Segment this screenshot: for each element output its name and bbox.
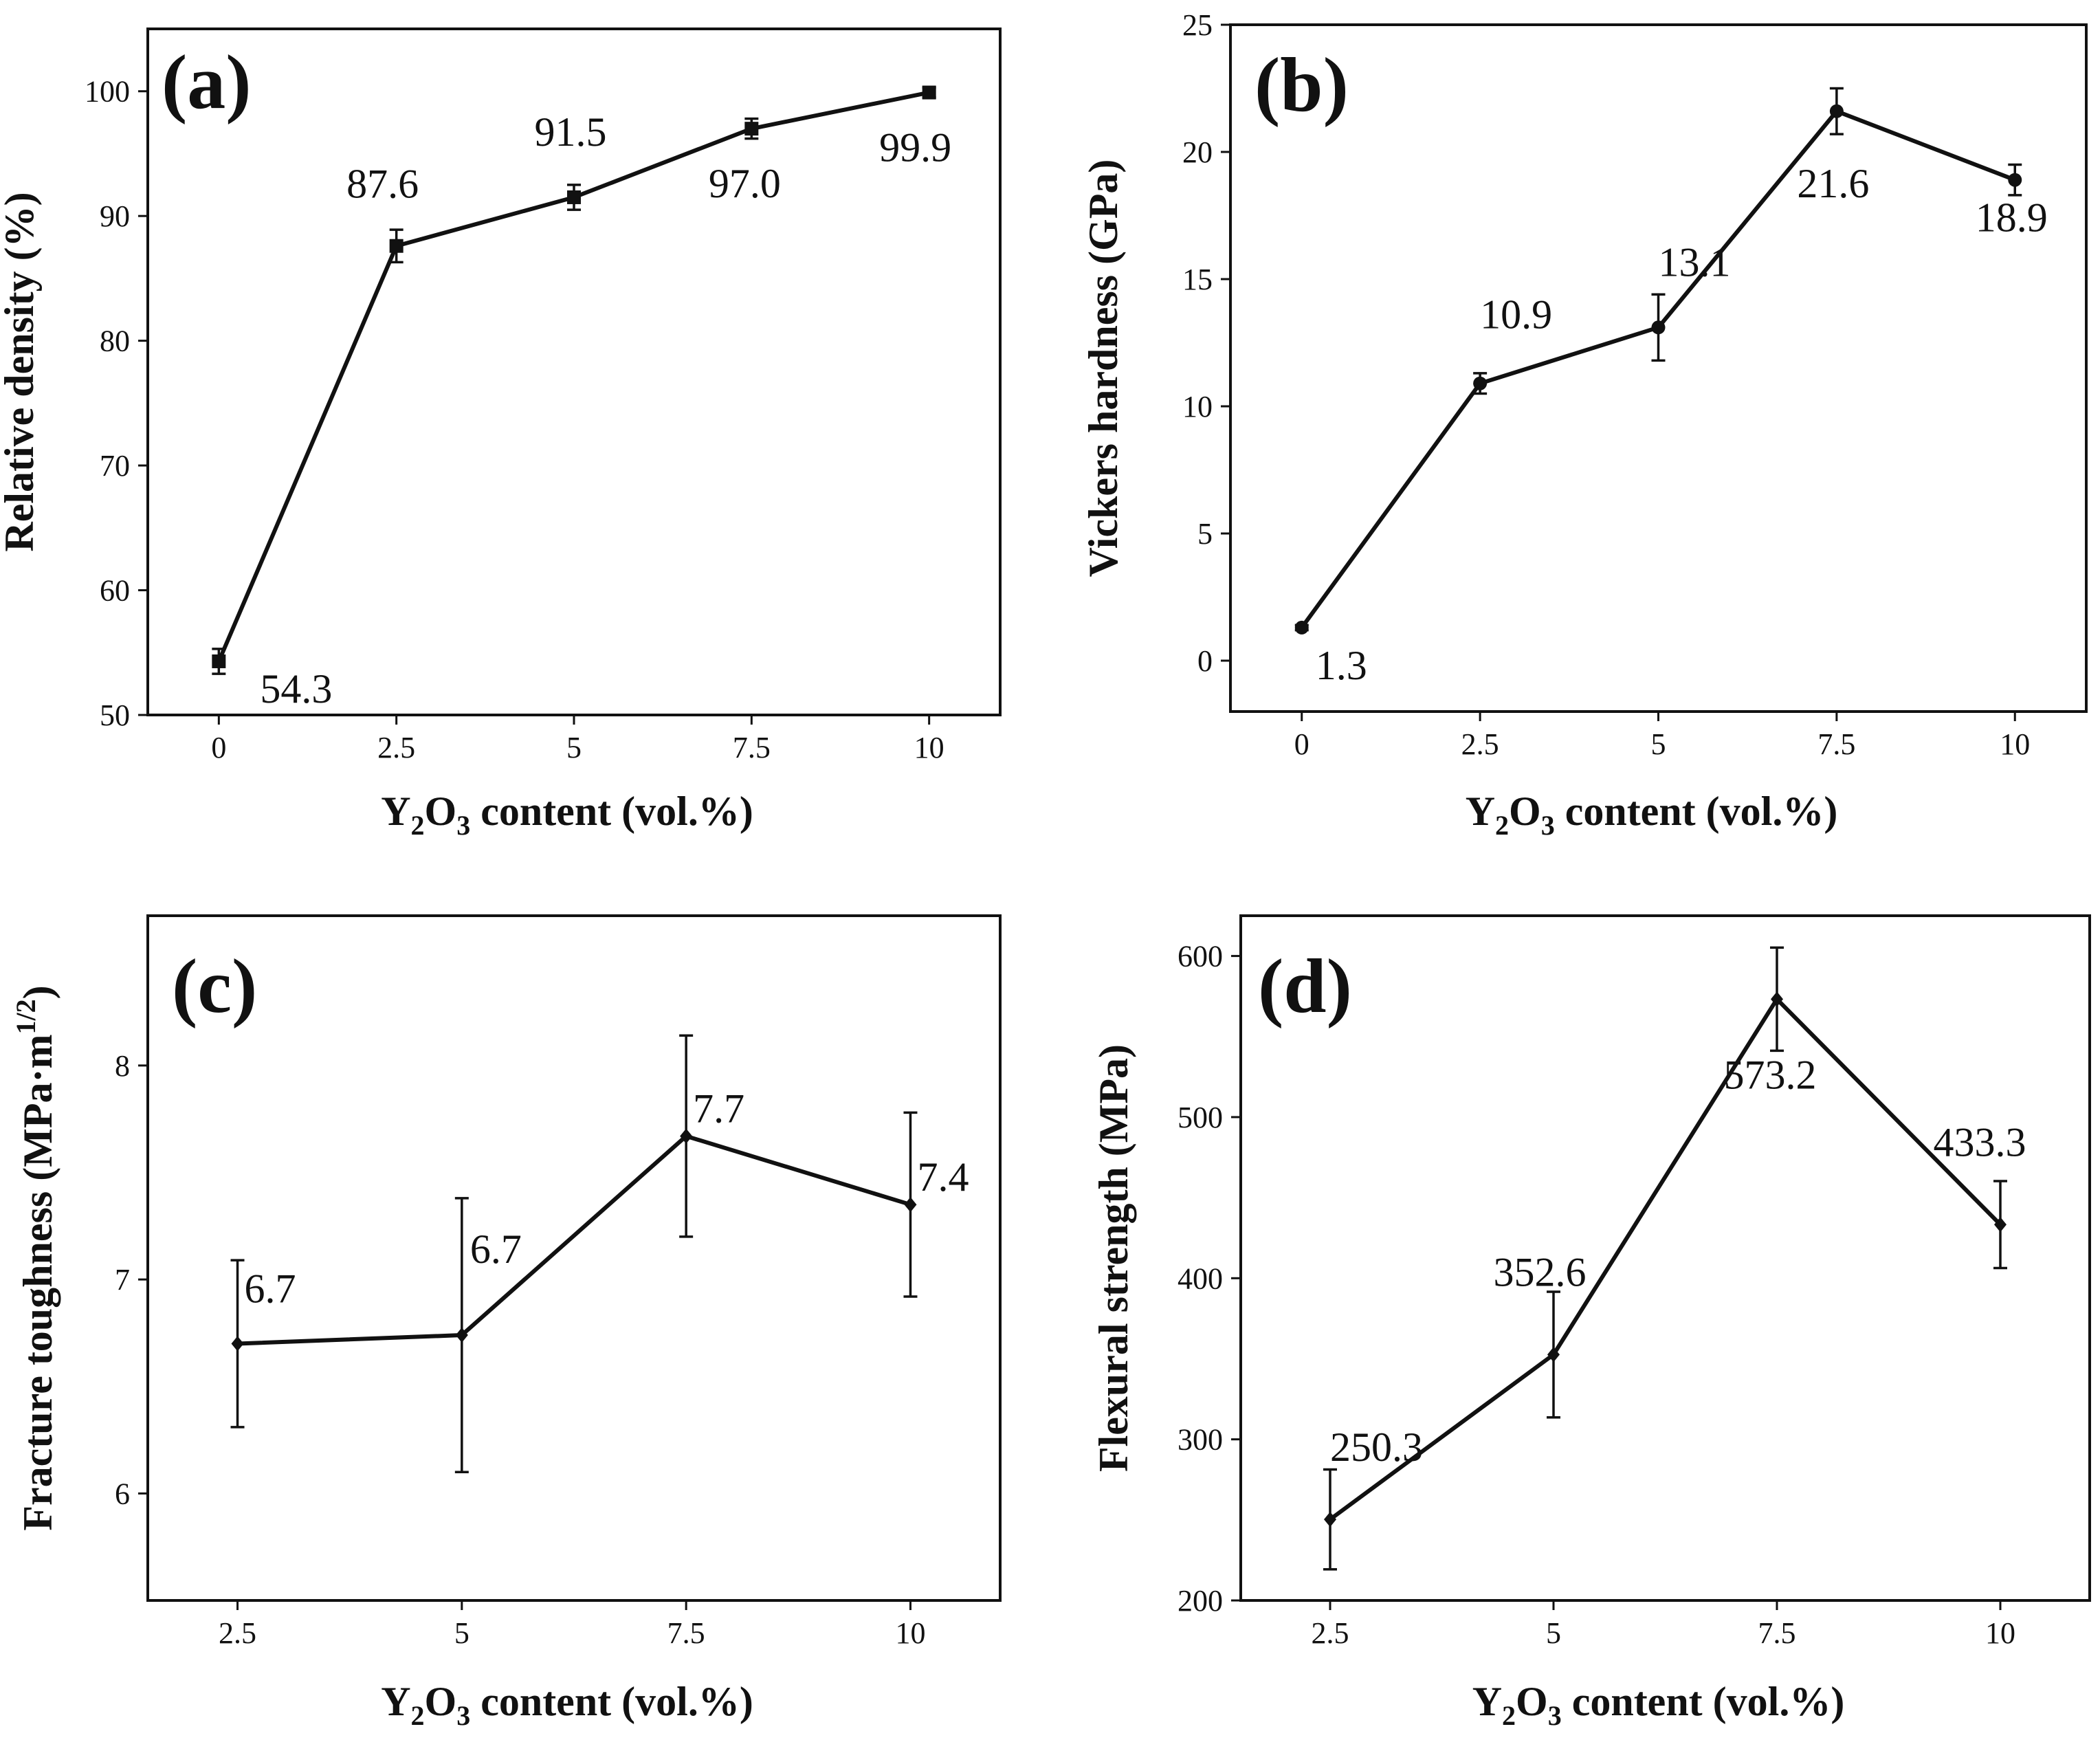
data-point [922, 85, 936, 100]
data-label: 573.2 [1724, 1052, 1817, 1097]
data-label: 18.9 [1976, 195, 2048, 241]
data-point [212, 654, 226, 668]
panel-label: (b) [1255, 43, 1349, 128]
x-tick-label: 5 [1651, 727, 1666, 761]
data-point [2008, 173, 2022, 187]
series-line [1329, 997, 2002, 1521]
y-tick-label: 70 [100, 449, 130, 483]
x-axis-title: Y2O3 content (vol.%) [381, 1679, 753, 1731]
plot-frame [1239, 914, 2091, 1602]
x-tick-label: 10 [2000, 727, 2030, 761]
data-point [904, 1197, 917, 1213]
data-point [455, 1328, 468, 1343]
data-label: 97.0 [709, 161, 781, 206]
data-label: 91.5 [535, 109, 607, 155]
y-tick-label: 8 [115, 1049, 130, 1083]
y-tick-label: 80 [100, 324, 130, 358]
data-label: 7.4 [917, 1154, 969, 1200]
x-axis-title: Y2O3 content (vol.%) [1472, 1679, 1845, 1731]
y-tick-label: 6 [115, 1477, 130, 1510]
data-label: 99.9 [879, 125, 951, 170]
data-label: 6.7 [245, 1266, 296, 1312]
x-tick-label: 2.5 [1461, 727, 1499, 761]
x-tick-label: 10 [1985, 1616, 2015, 1650]
data-label: 10.9 [1480, 292, 1552, 338]
y-tick-label: 500 [1178, 1101, 1223, 1134]
data-label: 13.1 [1659, 239, 1731, 285]
data-label: 7.7 [693, 1086, 744, 1132]
chart-panel-d: 2.5 5 7.5 10 200 300 400 500 600 Y2O3 content (vo… [1091, 914, 2091, 1731]
data-point [1294, 620, 1309, 635]
panel-label: (c) [172, 944, 257, 1029]
x-tick-label: 5 [566, 731, 582, 764]
data-point [567, 190, 581, 204]
x-tick-label: 7.5 [1758, 1616, 1796, 1650]
chart-panel-a: 0 2.5 5 7.5 10 50 60 70 80 90 100 Y2O3 content (vol… [0, 27, 1002, 841]
y-tick-label: 50 [100, 698, 130, 732]
data-point [1651, 320, 1666, 335]
x-tick-label: 0 [1294, 727, 1309, 761]
x-tick-label: 10 [895, 1616, 925, 1650]
y-tick-label: 20 [1182, 135, 1213, 169]
x-tick-label: 5 [454, 1616, 469, 1650]
data-label: 352.6 [1494, 1249, 1587, 1295]
chart-panel-b: 0 2.5 5 7.5 10 0 5 10 15 20 25 Y2O3 content (vol.%)… [1081, 8, 2088, 841]
data-label: 54.3 [260, 666, 332, 712]
panel-label: (a) [162, 40, 252, 125]
y-tick-label: 200 [1178, 1584, 1223, 1618]
plot-frame [146, 914, 1002, 1602]
data-label: 21.6 [1797, 161, 1869, 206]
data-point [1994, 1217, 2007, 1233]
y-axis-title: Vickers hardness (GPa) [1081, 159, 1126, 577]
data-label: 250.3 [1330, 1424, 1423, 1470]
x-tick-label: 2.5 [377, 731, 415, 764]
y-axis-title: Flexural strength (MPa) [1091, 1044, 1136, 1472]
y-tick-label: 15 [1182, 263, 1213, 296]
y-tick-label: 7 [115, 1263, 130, 1297]
data-point [1324, 1512, 1336, 1528]
y-tick-label: 90 [100, 199, 130, 233]
data-label: 6.7 [470, 1226, 522, 1272]
plot-frame [1229, 23, 2088, 713]
x-tick-label: 2.5 [1312, 1616, 1349, 1650]
x-tick-label: 7.5 [1817, 727, 1855, 761]
data-point [1771, 991, 1783, 1007]
y-tick-label: 10 [1182, 390, 1213, 423]
data-label: 87.6 [346, 162, 419, 207]
data-label: 433.3 [1934, 1119, 2026, 1165]
panel-label: (d) [1258, 944, 1352, 1029]
data-point [680, 1128, 693, 1144]
y-tick-label: 300 [1178, 1423, 1223, 1457]
data-point [1829, 104, 1844, 118]
x-tick-label: 0 [211, 731, 226, 764]
data-point [389, 239, 404, 253]
series-line [237, 1134, 911, 1346]
x-axis-title: Y2O3 content (vol.%) [381, 789, 753, 841]
x-tick-label: 7.5 [733, 731, 771, 764]
y-axis-title: Fracture toughness (MPa·m1/2) [10, 985, 60, 1530]
data-point [231, 1336, 244, 1352]
y-tick-label: 25 [1182, 8, 1213, 42]
series-line [1300, 109, 2016, 629]
y-tick-label: 60 [100, 574, 130, 608]
y-tick-label: 100 [85, 75, 130, 109]
x-axis-title: Y2O3 content (vol.%) [1466, 789, 1838, 841]
data-point [1473, 376, 1488, 390]
data-point [744, 122, 759, 136]
y-tick-label: 600 [1178, 940, 1223, 973]
y-axis-title: Relative density (%) [0, 192, 42, 551]
x-tick-label: 7.5 [667, 1616, 705, 1650]
y-tick-label: 400 [1178, 1262, 1223, 1295]
x-tick-label: 5 [1546, 1616, 1561, 1650]
x-tick-label: 2.5 [219, 1616, 256, 1650]
y-tick-label: 5 [1197, 517, 1213, 551]
data-point [1547, 1347, 1560, 1363]
chart-panel-c: 2.5 5 7.5 10 6 7 8 Y2O3 content (vol.%) Fracture… [10, 914, 1002, 1731]
y-tick-label: 0 [1197, 644, 1213, 678]
series-line [217, 90, 930, 663]
x-tick-label: 10 [914, 731, 944, 764]
data-label: 1.3 [1316, 643, 1367, 688]
